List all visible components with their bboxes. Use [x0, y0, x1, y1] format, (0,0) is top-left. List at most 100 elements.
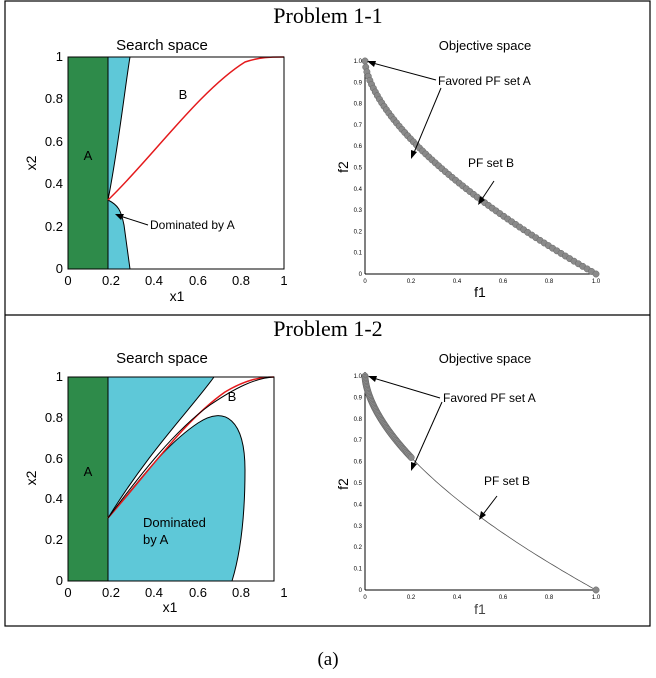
arrow-A1 [368, 61, 437, 81]
y-tick: 1 [56, 369, 63, 384]
label-B: B [179, 87, 188, 102]
figure-caption: (a) [317, 649, 338, 670]
arrow-A1 [369, 376, 441, 399]
y-tick-labels: 0 0.1 0.2 0.3 0.4 0.5 0.6 0.7 0.8 0.9 1.0 [354, 374, 363, 594]
y-tick: 0.8 [45, 91, 63, 106]
y-tick: 0.1 [354, 567, 363, 573]
arrow-head [115, 214, 124, 220]
x-axis-label: x1 [170, 288, 185, 304]
region-A [67, 56, 109, 270]
y-tick: 0.2 [354, 229, 363, 235]
y-tick: 0.6 [45, 451, 63, 466]
y-axis-label: f2 [335, 478, 351, 490]
x-tick-labels: 0 0.2 0.4 0.6 0.8 1.0 [363, 279, 601, 285]
y-tick: 0.6 [354, 460, 363, 466]
annotation-B: PF set B [468, 156, 514, 170]
arrow-head [368, 376, 377, 382]
pf-point [592, 586, 600, 594]
y-tick: 1 [56, 49, 63, 64]
y-tick: 0 [56, 573, 63, 588]
x-tick: 0.2 [407, 279, 416, 285]
objective-space-chart-1: Objective space Favored PF set A PF set … [335, 38, 601, 300]
y-tick-labels: 0 0.1 0.2 0.3 0.4 0.5 0.6 0.7 0.8 0.9 1.0 [354, 59, 363, 278]
y-tick: 0.2 [45, 219, 63, 234]
annotation-A: Favored PF set A [438, 74, 531, 88]
x-tick: 0 [64, 273, 71, 288]
x-tick: 0.8 [232, 585, 250, 600]
y-tick: 0 [359, 588, 363, 594]
x-tick: 0.6 [189, 273, 207, 288]
x-tick: 0 [363, 595, 367, 601]
y-tick: 0.7 [354, 438, 363, 444]
search-space-title: Search space [116, 37, 208, 54]
figure-frame [4, 0, 651, 627]
objective-space-title: Objective space [439, 38, 532, 53]
dominated-region-lower [107, 199, 131, 270]
y-tick: 0.5 [354, 481, 363, 487]
label-A: A [84, 148, 93, 163]
panel-title-1: Problem 1-1 [273, 3, 382, 28]
annotation-A: Favored PF set A [443, 391, 536, 405]
annotation-B: PF set B [484, 474, 530, 488]
y-tick: 0.3 [354, 208, 363, 214]
y-axis-label: x2 [23, 155, 39, 170]
pf-points [361, 57, 600, 278]
y-tick: 0.9 [354, 80, 363, 86]
y-tick: 0.4 [354, 502, 363, 508]
y-axis-label: f2 [335, 161, 351, 173]
pf-point [407, 454, 415, 461]
x-tick: 1 [280, 273, 287, 288]
label-A: A [84, 464, 93, 479]
dominated-region-upper [107, 376, 215, 520]
y-tick: 0.3 [354, 524, 363, 530]
arrow-head [411, 462, 417, 471]
dominated-boundary [107, 376, 275, 519]
x-tick: 0.6 [499, 279, 508, 285]
pf-curve-B [410, 457, 597, 591]
y-tick-labels: 0 0.2 0.4 0.6 0.8 1 [45, 369, 63, 588]
y-tick: 0.8 [354, 102, 363, 108]
x-tick: 0 [64, 585, 71, 600]
pf-point [592, 270, 600, 278]
y-tick: 0.6 [45, 134, 63, 149]
dominated-region-upper [107, 56, 131, 201]
y-tick-labels: 0 0.2 0.4 0.6 0.8 1 [45, 49, 63, 276]
y-tick: 1.0 [354, 374, 363, 380]
y-tick: 0.4 [45, 491, 63, 506]
arrow-head [478, 196, 485, 205]
x-tick: 0.8 [232, 273, 250, 288]
x-tick: 0.4 [145, 585, 163, 600]
x-tick: 1.0 [592, 279, 601, 285]
objective-space-chart-2: Objective space Favored PF set A PF set … [335, 351, 601, 617]
x-tick: 0.2 [102, 273, 120, 288]
x-tick: 0.8 [545, 595, 554, 601]
x-axis-label: f1 [474, 284, 486, 300]
y-tick: 0.6 [354, 144, 363, 150]
y-tick: 0.5 [354, 166, 363, 172]
y-tick: 0.2 [354, 545, 363, 551]
panel-title-2: Problem 1-2 [273, 316, 382, 341]
y-tick: 0.9 [354, 395, 363, 401]
x-tick: 0.4 [453, 595, 462, 601]
y-tick: 0.8 [354, 417, 363, 423]
plot-frame [67, 56, 285, 270]
y-tick: 0.2 [45, 532, 63, 547]
x-tick: 0.2 [102, 585, 120, 600]
pf-points [361, 372, 600, 594]
arrow-head [479, 511, 486, 520]
arrow-A2 [412, 401, 443, 468]
x-tick-labels: 0 0.2 0.4 0.6 0.8 1 [64, 273, 287, 288]
y-tick: 0.7 [354, 123, 363, 129]
search-space-chart-1: Search space A B Dominated by A 0 0.2 0.… [23, 37, 288, 304]
x-tick: 0 [363, 279, 367, 285]
dominated-annotation-line2: by A [143, 532, 169, 547]
x-axis-label: f1 [474, 601, 486, 617]
plot-frame [67, 376, 275, 582]
x-tick: 1.0 [592, 595, 601, 601]
search-space-title: Search space [116, 350, 208, 367]
y-tick: 1.0 [354, 59, 363, 65]
y-tick: 0.4 [354, 187, 363, 193]
x-tick: 1 [280, 585, 287, 600]
arrow-head [411, 150, 417, 159]
